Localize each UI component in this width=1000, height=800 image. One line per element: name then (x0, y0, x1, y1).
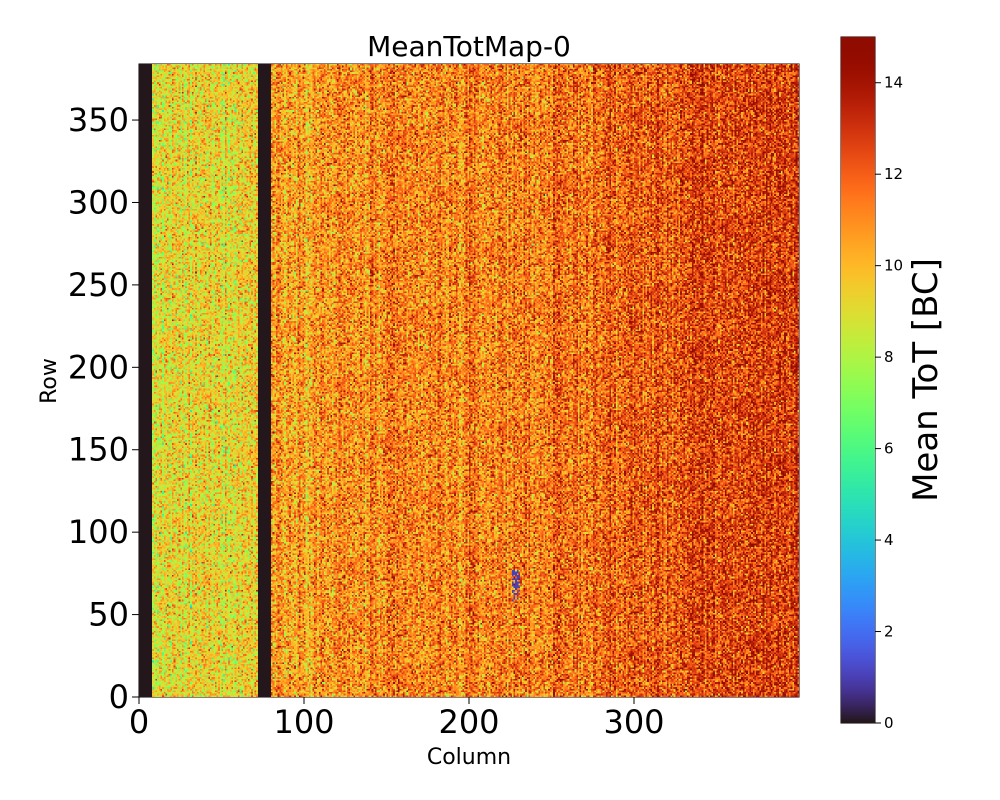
y-axis-label: Row (37, 358, 62, 404)
heatmap-image (139, 64, 799, 697)
colorbar-tick-label: 12 (884, 165, 903, 183)
colorbar-tick-label: 10 (884, 257, 903, 275)
colorbar-tick-label: 0 (884, 714, 894, 732)
y-tick-label: 150 (68, 431, 129, 469)
colorbar-tick-label: 6 (884, 440, 894, 458)
y-tick-label: 200 (68, 348, 129, 386)
y-tick-label: 0 (109, 678, 129, 716)
colorbar-label: Mean ToT [BC] (906, 258, 946, 502)
x-tick-label: 200 (438, 703, 499, 741)
colorbar-tick-label: 8 (884, 348, 894, 366)
chart-title: MeanTotMap-0 (367, 30, 571, 63)
colorbar-tick-label: 4 (884, 531, 894, 549)
y-tick-label: 50 (88, 596, 129, 634)
colorbar-axis: 0 2 4 6 8 10 12 14 (875, 74, 903, 732)
x-tick-label: 0 (129, 703, 149, 741)
x-axis-label: Column (427, 745, 511, 770)
x-axis: 0 100 200 300 (129, 697, 665, 741)
colorbar-gradient (841, 37, 875, 723)
colorbar-tick-label: 14 (884, 74, 903, 92)
y-axis: 0 50 100 150 200 250 300 350 (68, 101, 139, 716)
y-tick-label: 250 (68, 266, 129, 304)
y-tick-label: 300 (68, 183, 129, 221)
x-tick-label: 100 (273, 703, 334, 741)
y-tick-label: 100 (68, 513, 129, 551)
y-tick-label: 350 (68, 101, 129, 139)
colorbar-tick-label: 2 (884, 623, 894, 641)
x-tick-label: 300 (603, 703, 664, 741)
